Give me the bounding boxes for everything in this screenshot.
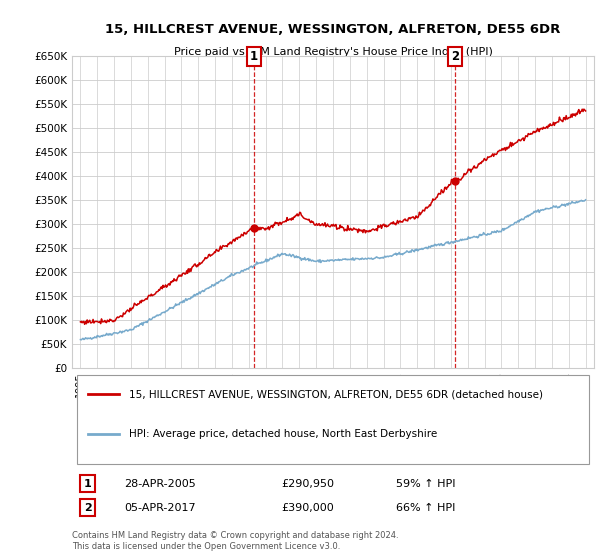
- Text: 59% ↑ HPI: 59% ↑ HPI: [395, 479, 455, 489]
- Text: Contains HM Land Registry data © Crown copyright and database right 2024.
This d: Contains HM Land Registry data © Crown c…: [72, 531, 398, 550]
- Text: 66% ↑ HPI: 66% ↑ HPI: [395, 502, 455, 512]
- Text: 1: 1: [84, 479, 92, 489]
- Text: Price paid vs. HM Land Registry's House Price Index (HPI): Price paid vs. HM Land Registry's House …: [173, 46, 493, 57]
- Text: HPI: Average price, detached house, North East Derbyshire: HPI: Average price, detached house, Nort…: [130, 429, 437, 439]
- Text: 2: 2: [451, 50, 460, 63]
- Text: 15, HILLCREST AVENUE, WESSINGTON, ALFRETON, DE55 6DR (detached house): 15, HILLCREST AVENUE, WESSINGTON, ALFRET…: [130, 389, 544, 399]
- Text: 15, HILLCREST AVENUE, WESSINGTON, ALFRETON, DE55 6DR: 15, HILLCREST AVENUE, WESSINGTON, ALFRET…: [106, 23, 560, 36]
- Text: 28-APR-2005: 28-APR-2005: [124, 479, 196, 489]
- Text: 1: 1: [250, 50, 258, 63]
- Text: £290,950: £290,950: [281, 479, 334, 489]
- Text: £390,000: £390,000: [281, 502, 334, 512]
- Text: 05-APR-2017: 05-APR-2017: [124, 502, 196, 512]
- FancyBboxPatch shape: [77, 375, 589, 464]
- Text: 2: 2: [84, 502, 92, 512]
